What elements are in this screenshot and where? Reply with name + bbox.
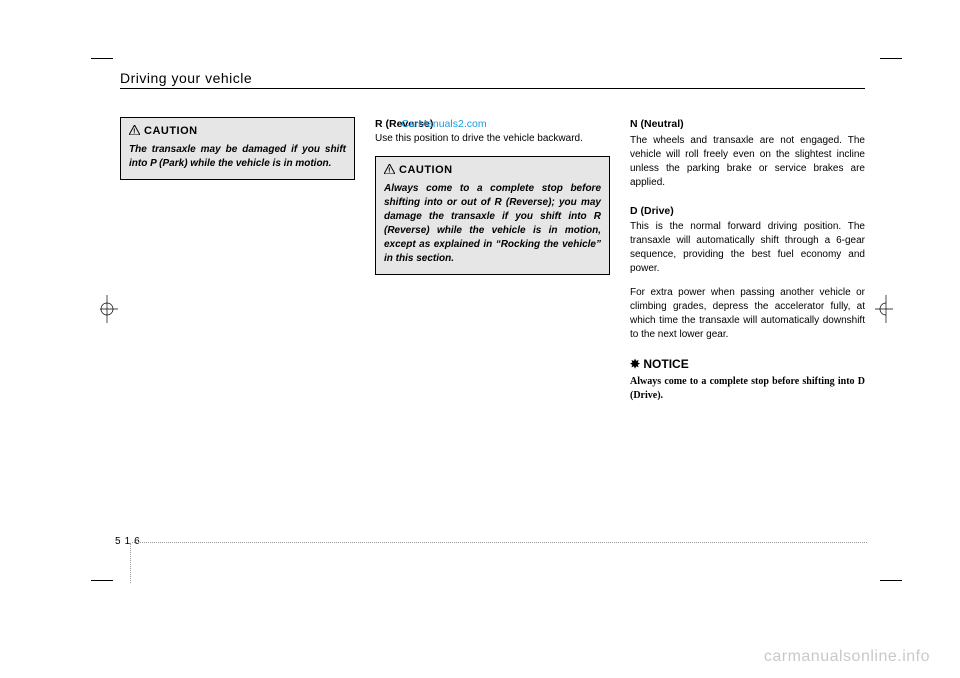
caution-box-park: ! CAUTION The transaxle may be damaged i… <box>120 117 355 180</box>
n-neutral-body: The wheels and transaxle are not engaged… <box>630 134 865 190</box>
caution-title: ! CAUTION <box>129 124 346 140</box>
reverse-heading-line: R (Reverse)CarManuals2.com <box>375 117 610 132</box>
d-drive-heading: D (Drive) <box>630 204 865 219</box>
content-columns: ! CAUTION The transaxle may be damaged i… <box>120 117 865 403</box>
notice-title: ✸ NOTICE <box>630 356 865 373</box>
caution-box-reverse: ! CAUTION Always come to a complete stop… <box>375 156 610 275</box>
d-drive-body-1: This is the normal forward driving posit… <box>630 220 865 276</box>
crop-mark <box>91 580 113 581</box>
r-reverse-body: Use this position to drive the vehicle b… <box>375 132 610 146</box>
section-number: 5 <box>115 536 125 547</box>
caution-body: Always come to a complete stop before sh… <box>384 182 601 266</box>
notice-body: Always come to a complete stop before sh… <box>630 375 865 403</box>
crop-mark <box>91 58 113 59</box>
inline-watermark-link: CarManuals2.com <box>401 118 486 130</box>
caution-title: ! CAUTION <box>384 163 601 179</box>
crop-mark <box>880 580 902 581</box>
column-2: R (Reverse)CarManuals2.com Use this posi… <box>375 117 610 403</box>
caution-label: CAUTION <box>399 164 453 176</box>
caution-label: CAUTION <box>144 125 198 137</box>
registration-mark-left <box>100 295 118 323</box>
section-header: Driving your vehicle <box>120 70 865 86</box>
warning-icon: ! <box>384 164 395 179</box>
caution-body: The transaxle may be damaged if you shif… <box>129 143 346 171</box>
footer-dotted-rule-v <box>130 543 131 583</box>
column-3: N (Neutral) The wheels and transaxle are… <box>630 117 865 403</box>
footer-dotted-rule <box>132 542 867 543</box>
n-neutral-heading: N (Neutral) <box>630 117 865 132</box>
footer-watermark: carmanualsonline.info <box>764 648 930 666</box>
svg-text:!: ! <box>388 168 391 175</box>
header-rule <box>120 88 865 89</box>
warning-icon: ! <box>129 125 140 140</box>
registration-mark-right <box>875 295 893 328</box>
d-drive-body-2: For extra power when passing another veh… <box>630 286 865 342</box>
crop-mark <box>880 58 902 59</box>
column-1: ! CAUTION The transaxle may be damaged i… <box>120 117 355 403</box>
svg-text:!: ! <box>133 129 136 136</box>
page-content: Driving your vehicle ! CAUTION The trans… <box>120 70 865 403</box>
